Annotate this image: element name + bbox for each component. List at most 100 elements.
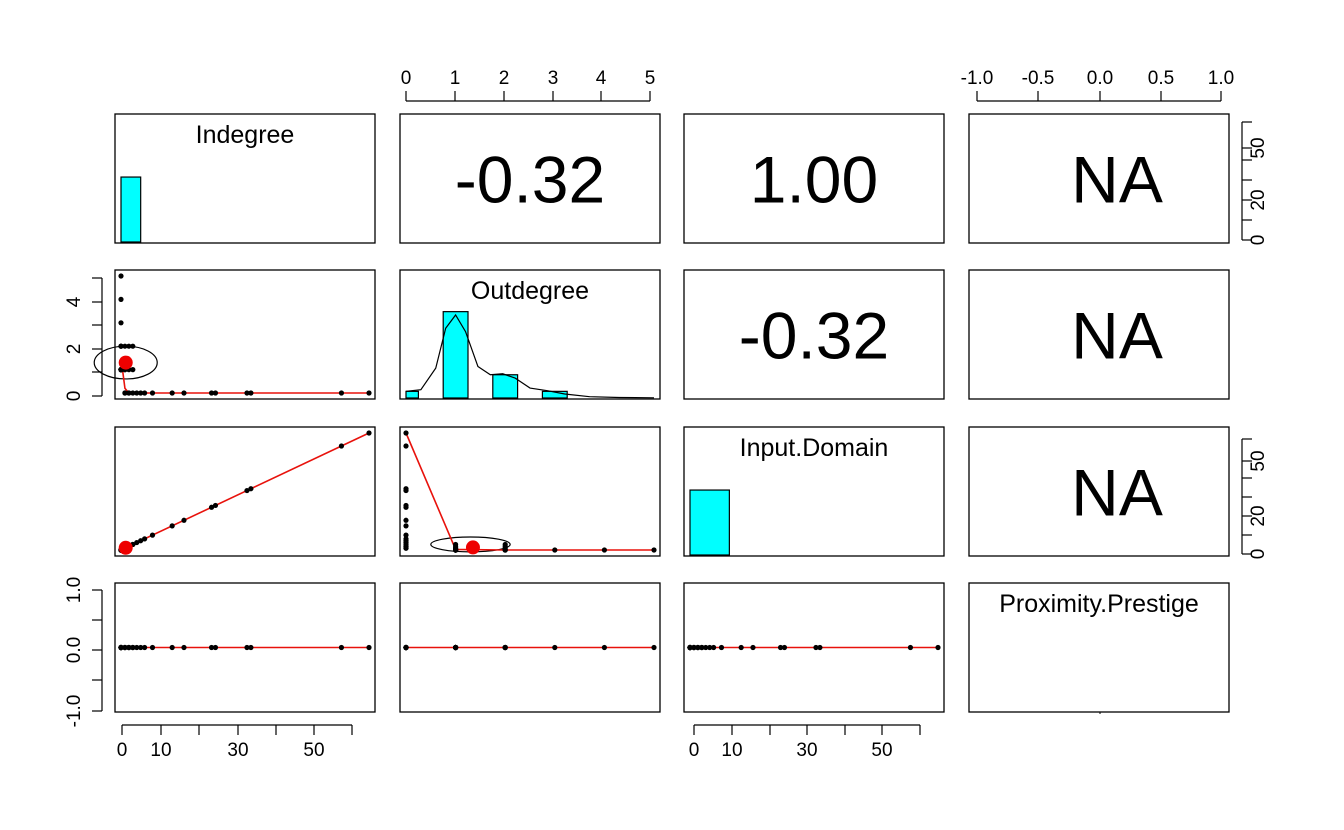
scatter-point xyxy=(403,517,409,523)
scatter-point xyxy=(750,644,756,651)
top-axis-prestige-tick-label: 0.5 xyxy=(1148,68,1174,89)
scatter-point xyxy=(935,644,941,651)
panel-frame-0-2 xyxy=(683,113,945,244)
histogram-bar xyxy=(120,176,142,243)
scatter-point xyxy=(138,644,144,651)
scatter-point xyxy=(138,538,144,544)
scatter-point xyxy=(552,644,558,651)
left-axis-prestige-tick-label: 0.0 xyxy=(64,637,85,663)
panel-frame-1-2 xyxy=(683,269,945,400)
scatter-point xyxy=(122,343,128,349)
histogram-bar xyxy=(442,311,469,399)
top-axis-outdegree-tick-label: 1 xyxy=(450,68,461,89)
scatter-point xyxy=(601,547,608,553)
scatter-point xyxy=(212,502,219,509)
scatter-point xyxy=(118,273,124,279)
scatter-point xyxy=(208,390,215,396)
scatter-point xyxy=(134,539,140,546)
panel-frame-1-0 xyxy=(114,269,376,400)
scatter-point xyxy=(134,644,140,651)
panel-frame-3-3 xyxy=(968,582,1230,713)
scatter-point xyxy=(813,644,819,651)
scatter-point xyxy=(126,644,132,651)
scatter-point xyxy=(687,644,693,651)
scatter-point xyxy=(118,296,124,302)
scatter-point xyxy=(699,644,705,651)
histogram-bar xyxy=(405,390,419,399)
panel-frame-3-1 xyxy=(399,582,661,713)
top-axis-outdegree-tick-label: 5 xyxy=(645,68,656,89)
scatter-point xyxy=(212,390,219,396)
right-axis-input-domain-tick-label: 20 xyxy=(1248,505,1269,526)
scatter-point xyxy=(453,541,459,548)
scatter-point xyxy=(208,644,215,651)
scatter-point xyxy=(169,390,175,396)
scatter-point xyxy=(718,644,725,651)
scatter-point xyxy=(366,644,372,651)
scatter-point xyxy=(338,390,345,396)
bottom-axis-input-domain-tick-label: 50 xyxy=(871,740,892,761)
scatter-point xyxy=(403,502,409,509)
panel-frame-3-2 xyxy=(683,582,945,713)
top-axis-outdegree-tick-label: 4 xyxy=(596,68,607,89)
scatter-point xyxy=(142,536,148,542)
top-axis-prestige-tick-label: -1.0 xyxy=(961,68,994,89)
scatter-point xyxy=(907,644,914,651)
scatter-point xyxy=(149,532,156,538)
scatter-point xyxy=(142,390,148,396)
top-axis-prestige-tick-label: 0.0 xyxy=(1087,68,1113,89)
scatter-point xyxy=(502,644,508,651)
left-axis-outdegree-tick-label: 2 xyxy=(64,344,85,355)
scatter-point xyxy=(181,517,187,523)
scatter-point xyxy=(118,644,124,651)
correlation-label: 1.00 xyxy=(750,143,878,217)
correlation-label: -0.32 xyxy=(739,299,889,373)
top-axis-outdegree-tick-label: 3 xyxy=(548,68,559,89)
scatter-point xyxy=(651,644,657,651)
scatter-point xyxy=(601,644,608,651)
scatter-point xyxy=(244,390,250,396)
panel-frame-3-0 xyxy=(114,582,376,713)
diag-label-input-domain: Input.Domain xyxy=(740,434,889,462)
scatter-point xyxy=(149,390,156,396)
scatter-point xyxy=(130,367,136,373)
bottom-axis-input-domain-tick-label: 0 xyxy=(689,740,700,761)
top-axis-prestige-tick-label: 1.0 xyxy=(1208,68,1234,89)
scatter-point xyxy=(130,390,136,396)
panel-frame-0-1 xyxy=(399,113,661,244)
scatter-point xyxy=(651,547,657,553)
scatter-point xyxy=(552,547,558,553)
scatter-point xyxy=(130,343,136,349)
scatter-point xyxy=(338,644,345,651)
scatter-point xyxy=(248,390,254,396)
centroid-point xyxy=(118,540,133,555)
top-axis-outdegree-tick-label: 0 xyxy=(401,68,412,89)
scatter-point xyxy=(817,644,823,651)
right-axis-indegree-tick-label: 50 xyxy=(1248,137,1269,158)
scatter-point xyxy=(138,390,144,396)
bottom-axis-indegree-tick-label: 50 xyxy=(303,740,324,761)
bottom-axis-indegree-tick-label: 10 xyxy=(150,740,171,761)
left-axis-outdegree-tick-label: 4 xyxy=(64,296,85,307)
scatter-point xyxy=(208,504,215,510)
centroid-point xyxy=(465,540,480,555)
diag-label-outdegree: Outdegree xyxy=(471,277,589,305)
scatter-point xyxy=(403,644,409,651)
scatter-point xyxy=(338,443,345,449)
diag-label-indegree: Indegree xyxy=(196,121,295,149)
loess-smoother-line xyxy=(405,432,654,551)
scatter-point xyxy=(403,523,409,529)
scatter-point xyxy=(502,541,508,548)
panel-frame-1-1 xyxy=(399,269,661,400)
scatter-point xyxy=(453,644,459,651)
scatter-point xyxy=(403,532,409,538)
scatter-point xyxy=(403,430,409,436)
scatter-point xyxy=(134,390,140,396)
scatter-point xyxy=(118,320,124,326)
scatter-point xyxy=(691,644,697,651)
top-axis-outdegree-tick-label: 2 xyxy=(499,68,510,89)
panel-frame-2-3 xyxy=(968,426,1230,557)
bottom-axis-input-domain-tick-label: 10 xyxy=(721,740,742,761)
correlation-label: NA xyxy=(1071,299,1163,373)
